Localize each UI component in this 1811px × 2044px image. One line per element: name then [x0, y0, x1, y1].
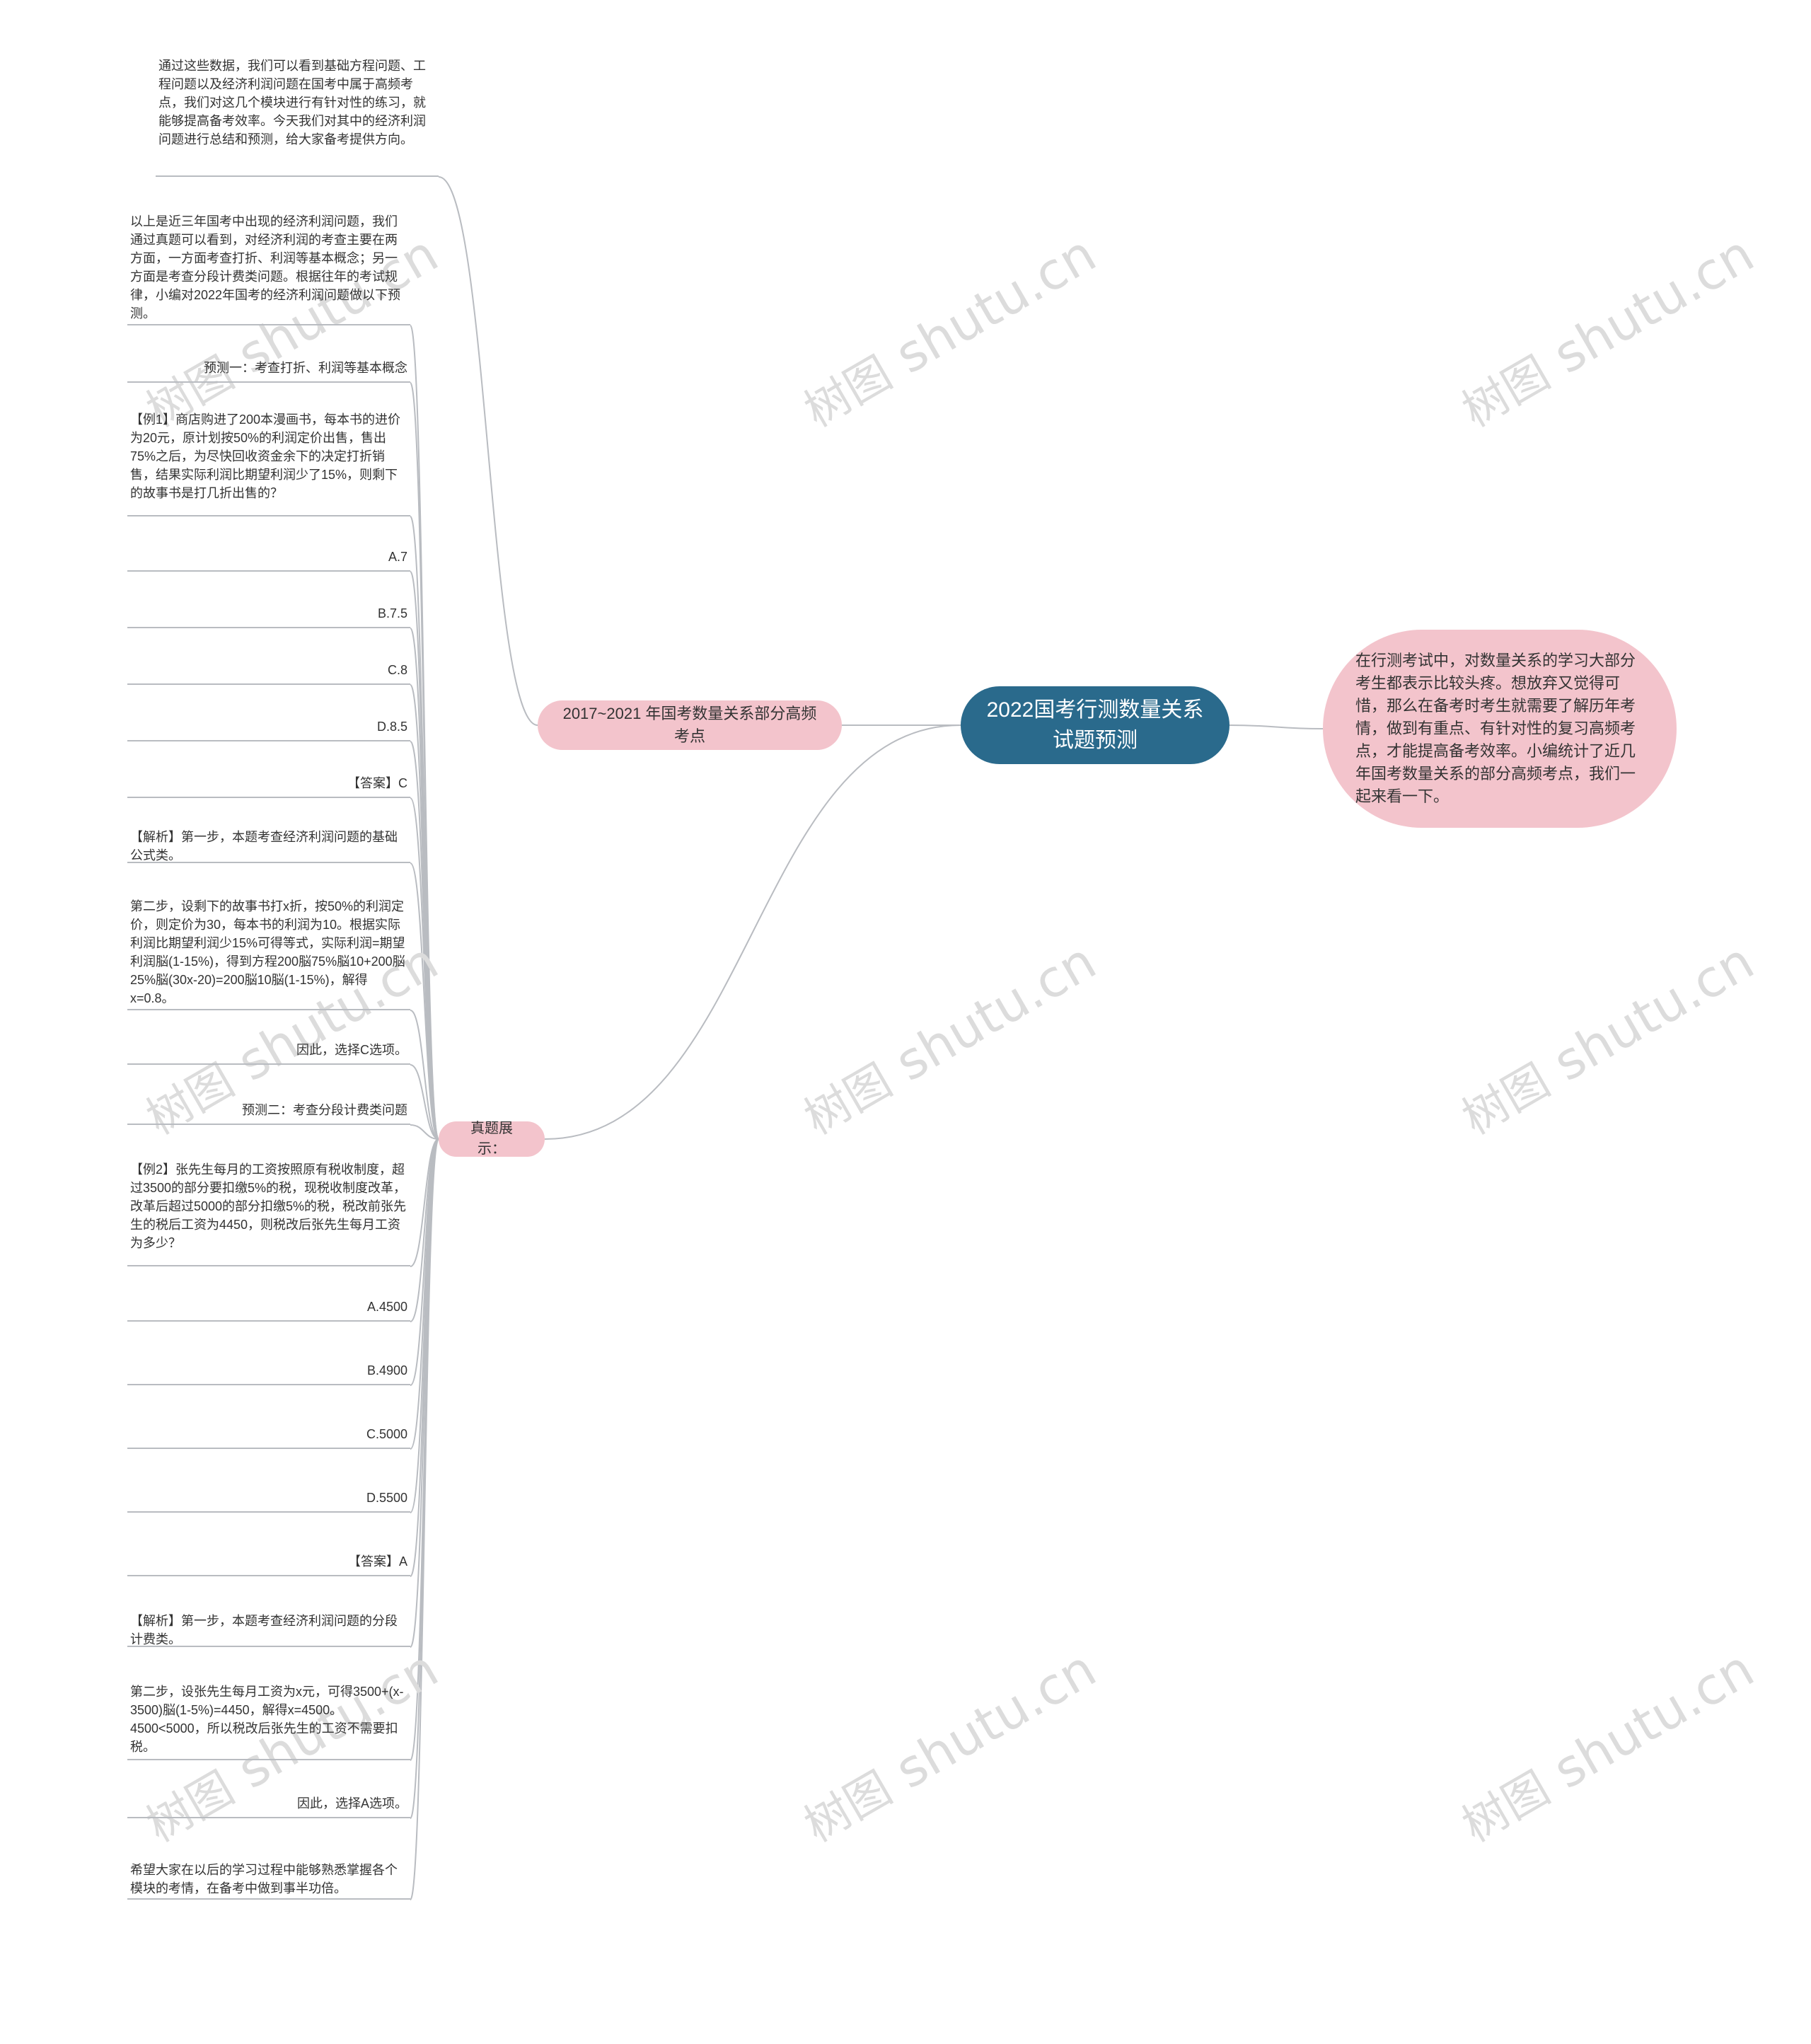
leaf-text-l3: 【例1】商店购进了200本漫画书，每本书的进价为20元，原计划按50%的利润定价…	[130, 410, 407, 502]
leaf-l1[interactable]: 以上是近三年国考中出现的经济利润问题，我们通过真题可以看到，对经济利润的考查主要…	[127, 212, 410, 325]
leaf-text-l9: 【解析】第一步，本题考查经济利润问题的基础公式类。	[130, 828, 407, 865]
leaf-text-l5: B.7.5	[378, 604, 407, 623]
left-branch-examples-label: 真题展示：	[460, 1119, 523, 1160]
root-node[interactable]: 2022国考行测数量关系试题预测	[961, 686, 1229, 764]
left-branch-examples[interactable]: 真题展示：	[439, 1121, 545, 1157]
leaf-l5[interactable]: B.7.5	[127, 607, 410, 628]
watermark: 树图 shutu.cn	[1449, 1635, 1764, 1854]
leaf-text-l1: 以上是近三年国考中出现的经济利润问题，我们通过真题可以看到，对经济利润的考查主要…	[130, 212, 407, 323]
leaf-text-l10: 第二步，设剩下的故事书打x折，按50%的利润定价，则定价为30，每本书的利润为1…	[130, 897, 407, 1008]
leaf-l6[interactable]: C.8	[127, 664, 410, 685]
leaf-text-l15: B.4900	[367, 1361, 407, 1380]
watermark: 树图 shutu.cn	[791, 220, 1106, 439]
left-branch-frequency-label: 2017~2021 年国考数量关系部分高频考点	[559, 703, 821, 748]
leaf-text-l2: 预测一：考查打折、利润等基本概念	[204, 359, 407, 377]
leaf-text-l19: 【解析】第一步，本题考查经济利润问题的分段计费类。	[130, 1612, 407, 1649]
leaf-l10[interactable]: 第二步，设剩下的故事书打x折，按50%的利润定价，则定价为30，每本书的利润为1…	[127, 897, 410, 1010]
watermark: 树图 shutu.cn	[1449, 220, 1764, 439]
leaf-l22[interactable]: 希望大家在以后的学习过程中能够熟悉掌握各个模块的考情，在备考中做到事半功倍。	[127, 1861, 410, 1900]
leaf-l11[interactable]: 因此，选择C选项。	[127, 1044, 410, 1065]
leaf-text-l18: 【答案】A	[348, 1552, 407, 1571]
leaf-text-l4: A.7	[388, 548, 407, 566]
leaf-text-l11: 因此，选择C选项。	[296, 1041, 407, 1059]
right-branch-text: 在行测考试中，对数量关系的学习大部分考生都表示比较头疼。想放弃又觉得可惜，那么在…	[1355, 649, 1644, 807]
leaf-text-l12: 预测二：考查分段计费类问题	[242, 1101, 407, 1119]
leaf-l16[interactable]: C.5000	[127, 1428, 410, 1449]
leaf-text-l6: C.8	[388, 661, 407, 679]
watermark: 树图 shutu.cn	[791, 1635, 1106, 1854]
leaf-l17[interactable]: D.5500	[127, 1491, 410, 1513]
frequency-summary-leaf[interactable]: 通过这些数据，我们可以看到基础方程问题、工程问题以及经济利润问题在国考中属于高频…	[156, 57, 439, 177]
leaf-l19[interactable]: 【解析】第一步，本题考查经济利润问题的分段计费类。	[127, 1612, 410, 1647]
root-label: 2022国考行测数量关系试题预测	[982, 695, 1208, 756]
leaf-text-l20: 第二步，设张先生每月工资为x元，可得3500+(x-3500)脳(1-5%)=4…	[130, 1682, 407, 1756]
leaf-text-l13: 【例2】张先生每月的工资按照原有税收制度，超过3500的部分要扣缴5%的税，现税…	[130, 1160, 407, 1252]
leaf-l15[interactable]: B.4900	[127, 1364, 410, 1385]
mindmap-canvas: 树图 shutu.cn 树图 shutu.cn 树图 shutu.cn 树图 shut…	[0, 0, 1811, 2044]
leaf-text-l21: 因此，选择A选项。	[297, 1794, 407, 1813]
frequency-summary-text: 通过这些数据，我们可以看到基础方程问题、工程问题以及经济利润问题在国考中属于高频…	[158, 57, 436, 149]
left-branch-frequency[interactable]: 2017~2021 年国考数量关系部分高频考点	[538, 700, 842, 750]
leaf-text-l16: C.5000	[366, 1425, 407, 1443]
leaf-l4[interactable]: A.7	[127, 550, 410, 572]
leaf-l20[interactable]: 第二步，设张先生每月工资为x元，可得3500+(x-3500)脳(1-5%)=4…	[127, 1682, 410, 1760]
leaf-l14[interactable]: A.4500	[127, 1300, 410, 1322]
leaf-text-l8: 【答案】C	[347, 774, 407, 792]
leaf-l21[interactable]: 因此，选择A选项。	[127, 1797, 410, 1818]
leaf-text-l7: D.8.5	[377, 717, 407, 736]
leaf-l8[interactable]: 【答案】C	[127, 777, 410, 798]
leaf-text-l14: A.4500	[367, 1298, 407, 1316]
leaf-text-l22: 希望大家在以后的学习过程中能够熟悉掌握各个模块的考情，在备考中做到事半功倍。	[130, 1861, 407, 1898]
leaf-l3[interactable]: 【例1】商店购进了200本漫画书，每本书的进价为20元，原计划按50%的利润定价…	[127, 410, 410, 516]
right-branch-intro[interactable]: 在行测考试中，对数量关系的学习大部分考生都表示比较头疼。想放弃又觉得可惜，那么在…	[1323, 630, 1677, 828]
leaf-l2[interactable]: 预测一：考查打折、利润等基本概念	[127, 357, 410, 383]
leaf-text-l17: D.5500	[366, 1489, 407, 1507]
watermark: 树图 shutu.cn	[791, 928, 1106, 1147]
leaf-l12[interactable]: 预测二：考查分段计费类问题	[127, 1104, 410, 1125]
leaf-l9[interactable]: 【解析】第一步，本题考查经济利润问题的基础公式类。	[127, 828, 410, 863]
leaf-l18[interactable]: 【答案】A	[127, 1555, 410, 1576]
leaf-l13[interactable]: 【例2】张先生每月的工资按照原有税收制度，超过3500的部分要扣缴5%的税，现税…	[127, 1160, 410, 1266]
watermark: 树图 shutu.cn	[1449, 928, 1764, 1147]
leaf-l7[interactable]: D.8.5	[127, 720, 410, 741]
